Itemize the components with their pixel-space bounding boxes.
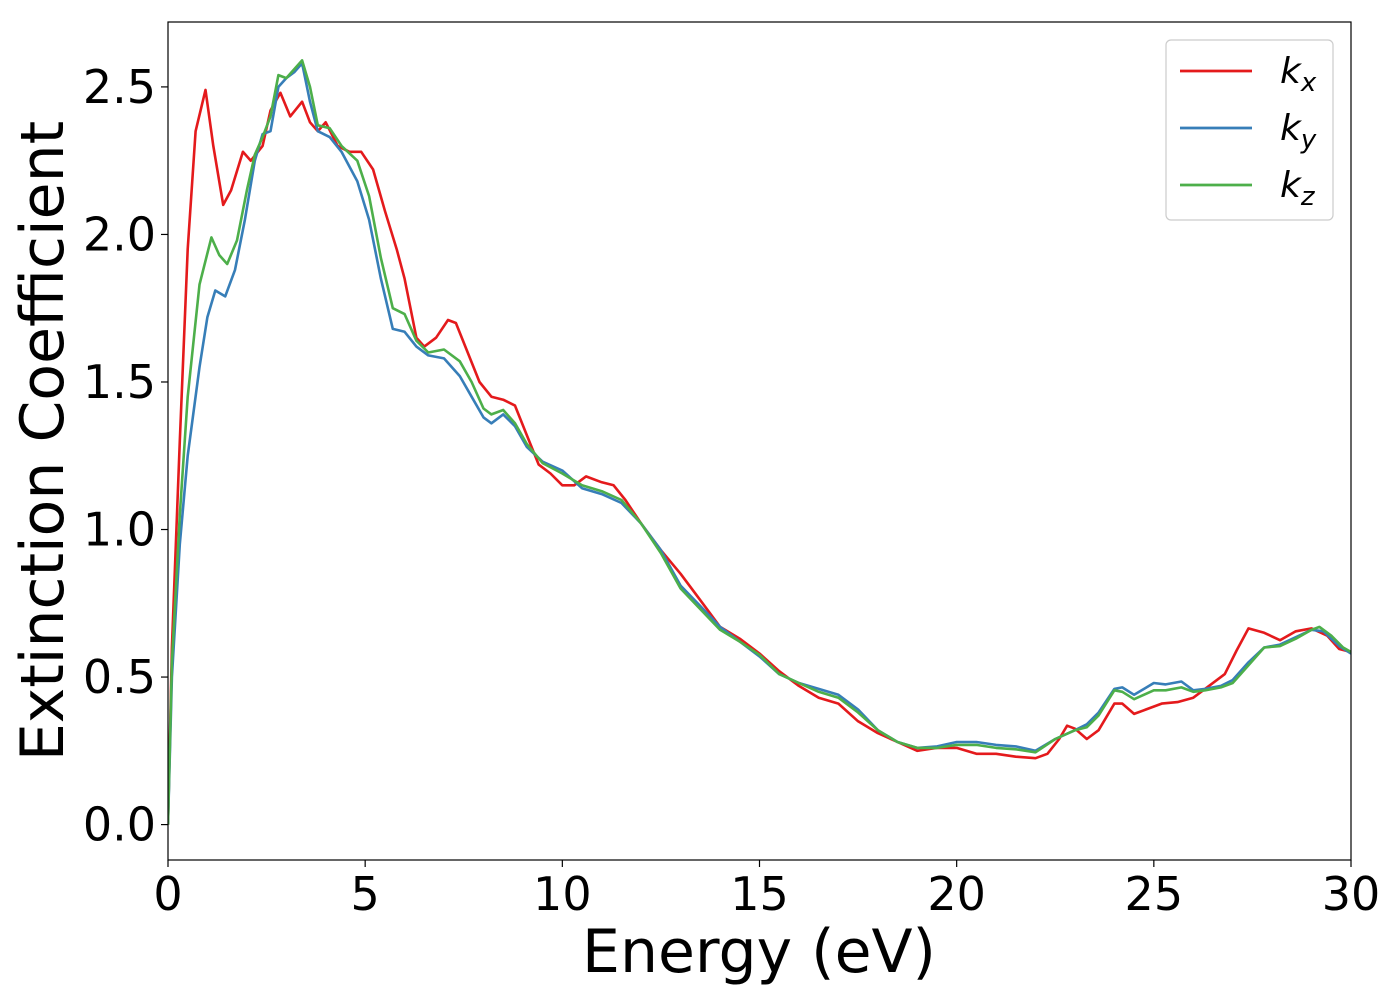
series-line-k-z bbox=[168, 59, 1351, 825]
x-tick-label: 0 bbox=[153, 867, 182, 921]
y-tick-label: 0.0 bbox=[83, 798, 156, 852]
legend-label-k-x: kx bbox=[1280, 51, 1317, 98]
y-tick-label: 0.5 bbox=[83, 650, 156, 704]
legend: kx ky kz bbox=[1165, 39, 1334, 221]
y-tick-label: 2.0 bbox=[83, 207, 156, 261]
x-tick-label: 15 bbox=[730, 867, 789, 921]
x-tick-label: 5 bbox=[351, 867, 380, 921]
y-tick-label: 2.5 bbox=[83, 60, 156, 114]
y-axis-label: Extinction Coefficient bbox=[8, 121, 78, 761]
plot-area bbox=[167, 21, 1352, 861]
series-line-k-x bbox=[168, 88, 1351, 825]
x-axis-label: Energy (eV) bbox=[582, 917, 936, 987]
x-tick-label: 30 bbox=[1322, 867, 1381, 921]
legend-label-k-z: kz bbox=[1280, 165, 1316, 212]
x-tick-label: 20 bbox=[927, 867, 986, 921]
y-tick-label: 1.0 bbox=[83, 503, 156, 557]
legend-box bbox=[1165, 39, 1334, 221]
x-tick-label: 10 bbox=[533, 867, 592, 921]
x-axis-ticks: 0 5 10 15 20 25 30 bbox=[153, 860, 1380, 921]
y-axis-ticks: 0.0 0.5 1.0 1.5 2.0 2.5 bbox=[83, 60, 168, 852]
y-tick-label: 1.5 bbox=[83, 355, 156, 409]
x-tick-label: 25 bbox=[1125, 867, 1184, 921]
series-lines bbox=[168, 59, 1351, 825]
legend-label-k-y: ky bbox=[1280, 108, 1317, 155]
